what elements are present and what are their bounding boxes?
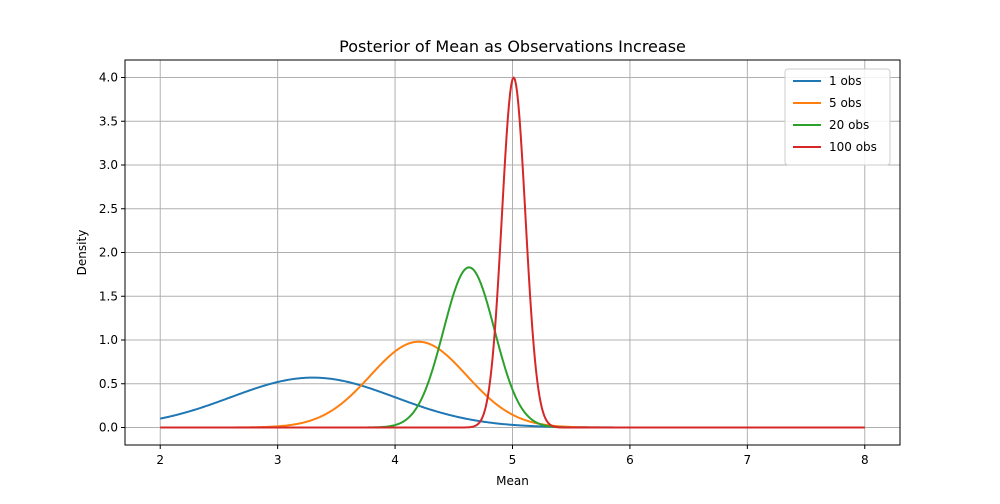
y-tick-label: 3.0 [99, 158, 118, 172]
x-tick-label: 6 [626, 453, 634, 467]
y-tick-label: 2.0 [99, 246, 118, 260]
legend: 1 obs 5 obs 20 obs 100 obs [784, 68, 891, 166]
legend-label: 20 obs [829, 118, 869, 132]
y-tick-label: 1.0 [99, 333, 118, 347]
x-tick-label: 3 [274, 453, 282, 467]
x-tick-label: 7 [744, 453, 752, 467]
chart-title: Posterior of Mean as Observations Increa… [339, 37, 686, 56]
x-tick-label: 5 [509, 453, 517, 467]
legend-label: 5 obs [829, 96, 862, 110]
legend-label: 1 obs [829, 74, 862, 88]
y-tick-label: 1.5 [99, 289, 118, 303]
legend-label: 100 obs [829, 140, 877, 154]
series-layer [160, 76, 865, 429]
y-axis-label: Density [75, 230, 89, 276]
y-tick-label: 3.5 [99, 114, 118, 128]
y-tick-label: 2.5 [99, 202, 118, 216]
tick-layer: 2 3 4 5 6 7 8 0.0 0.5 1.0 1.5 2.0 2.5 3.0 3.5 4.0 [99, 71, 869, 468]
x-tick-label: 8 [861, 453, 869, 467]
y-tick-label: 4.0 [99, 71, 118, 85]
x-tick-label: 2 [156, 453, 164, 467]
x-axis-label: Mean [496, 474, 529, 488]
legend-box [784, 68, 891, 166]
y-tick-label: 0.0 [99, 421, 118, 435]
y-tick-label: 0.5 [99, 377, 118, 391]
x-tick-label: 4 [391, 453, 399, 467]
series-line-100-obs [160, 76, 865, 429]
